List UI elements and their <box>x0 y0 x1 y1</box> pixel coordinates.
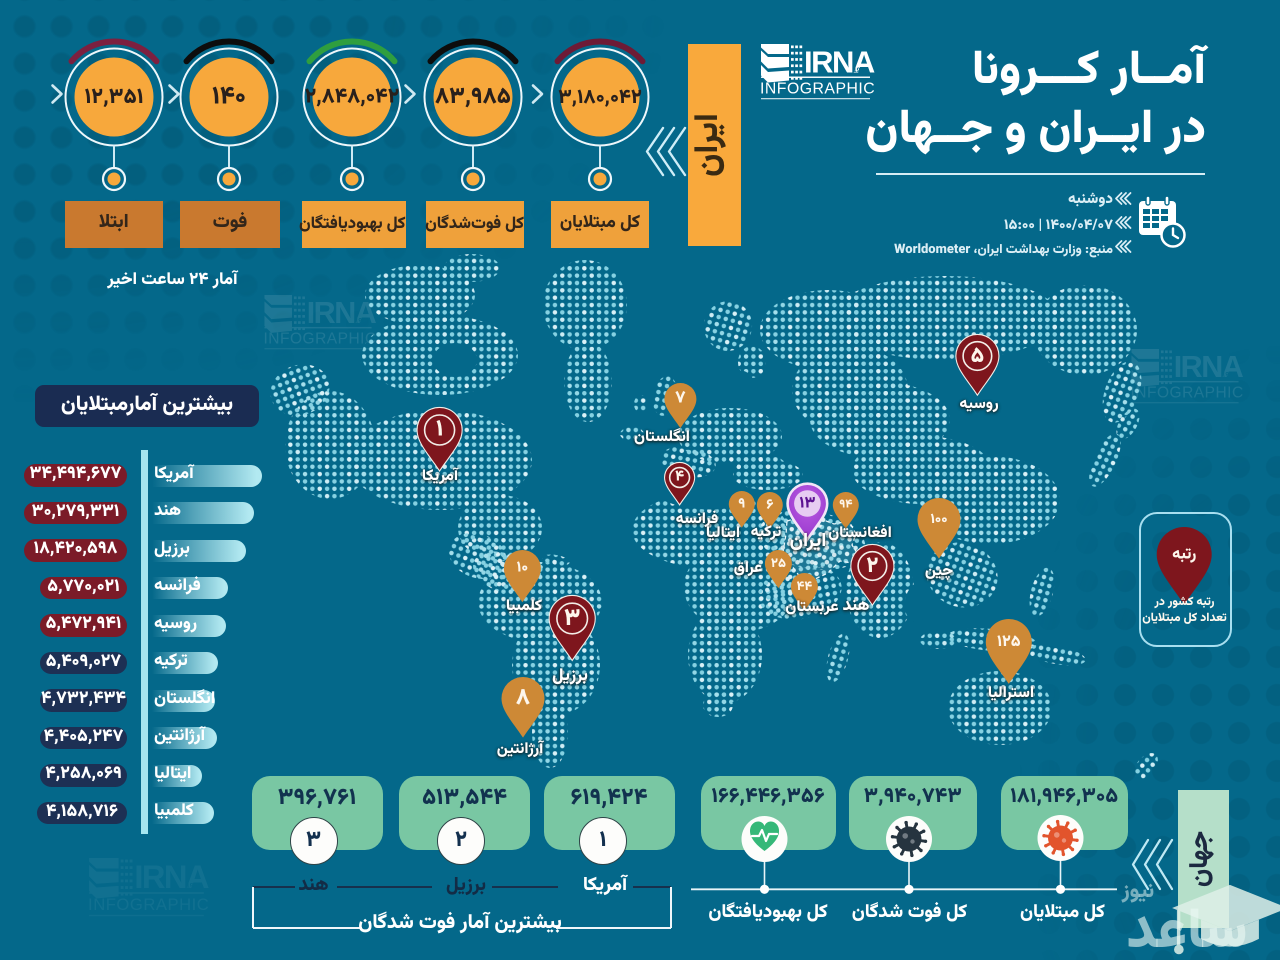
svg-text:۱۴۰: ۱۴۰ <box>212 79 246 118</box>
svg-text:۹: ۹ <box>738 493 745 515</box>
svg-text:۸۳,۹۸۵: ۸۳,۹۸۵ <box>435 80 511 116</box>
svg-text:۹۴: ۹۴ <box>839 496 852 514</box>
svg-text:1934: 1934 <box>355 318 370 325</box>
svg-text:۱۰۰: ۱۰۰ <box>931 508 948 530</box>
svg-text:1934: 1934 <box>1222 372 1237 379</box>
svg-text:1934: 1934 <box>186 882 201 889</box>
svg-text:INFOGRAPHIC: INFOGRAPHIC <box>263 331 376 348</box>
svg-text:۲: ۲ <box>866 549 878 584</box>
svg-text:۱۲,۳۵۱: ۱۲,۳۵۱ <box>84 81 143 115</box>
svg-text:۱۳: ۱۳ <box>799 491 815 516</box>
svg-text:۴۴: ۴۴ <box>796 576 812 596</box>
svg-text:۲۵: ۲۵ <box>770 553 785 573</box>
svg-text:INFOGRAPHIC: INFOGRAPHIC <box>760 81 875 98</box>
svg-text:۴: ۴ <box>675 466 684 489</box>
svg-text:۶: ۶ <box>766 494 773 516</box>
svg-text:1934: 1934 <box>853 67 868 74</box>
svg-text:INFOGRAPHIC: INFOGRAPHIC <box>1130 385 1243 402</box>
svg-text:۸: ۸ <box>516 680 530 716</box>
svg-text:INFOGRAPHIC: INFOGRAPHIC <box>88 895 209 914</box>
svg-text:۱۲۵: ۱۲۵ <box>997 630 1021 655</box>
svg-text:۳: ۳ <box>564 600 580 638</box>
svg-text:۳,۱۸۰,۰۴۲: ۳,۱۸۰,۰۴۲ <box>558 82 642 114</box>
svg-text:IRNA: IRNA <box>134 858 208 895</box>
svg-text:۵: ۵ <box>970 338 984 373</box>
svg-text:رتبه: رتبه <box>1172 542 1196 567</box>
svg-text:IRNA: IRNA <box>804 45 875 80</box>
svg-text:IRNA: IRNA <box>307 296 377 330</box>
svg-text:۷: ۷ <box>675 386 686 412</box>
svg-text:۱: ۱ <box>436 412 443 448</box>
svg-text:IRNA: IRNA <box>1174 350 1244 384</box>
svg-text:۲,۸۴۸,۰۴۲: ۲,۸۴۸,۰۴۲ <box>305 82 400 115</box>
svg-text:۱۰: ۱۰ <box>517 557 528 580</box>
